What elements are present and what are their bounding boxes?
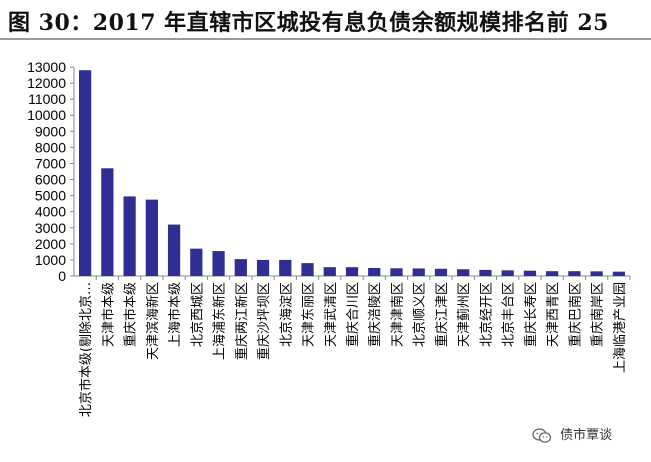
y-tick-label: 1000 (35, 252, 66, 268)
x-tick-label: 北京市本级(剔除北京… (78, 282, 94, 417)
bar (234, 259, 247, 276)
bar (279, 259, 292, 276)
x-tick-label: 北京经开区 (479, 282, 494, 347)
x-tick-label: 天津西青区 (546, 282, 561, 347)
bar (345, 267, 359, 276)
wechat-icon (532, 427, 552, 443)
y-tick-label: 8000 (35, 139, 66, 155)
x-labels-group: 北京市本级(剔除北京… 天津市本级 重庆市本级 天津滨海新区 上海市本级 北京西城区 上海浦… (78, 282, 628, 417)
bar-chart: 0100020003000400050006000700080009000100… (27, 59, 631, 417)
x-tick-label: 重庆合川区 (345, 282, 361, 347)
x-tick-label: 重庆沙坪坝区 (256, 282, 272, 360)
x-tick-label: 上海市本级 (167, 282, 183, 347)
x-tick-label: 重庆江津区 (434, 282, 450, 347)
bar (123, 196, 136, 276)
bar (301, 263, 314, 276)
bar (523, 270, 537, 276)
bar (212, 251, 225, 276)
watermark-text: 债市覃谈 (560, 428, 613, 443)
bar (256, 259, 270, 276)
chart-title: 图 30：2017 年直辖市区城投有息负债余额规模排名前 25 (8, 10, 609, 36)
bar (323, 267, 336, 276)
bar (167, 224, 181, 276)
x-tick-label: 重庆两江新区 (234, 282, 250, 360)
y-tick-label: 10000 (27, 107, 66, 123)
y-tick-label: 3000 (35, 220, 66, 236)
x-tick-label: 重庆市本级 (123, 282, 139, 347)
bar (101, 168, 114, 276)
bar (612, 271, 625, 276)
x-tick-label: 北京西城区 (190, 282, 205, 347)
x-tick-label: 北京海淀区 (279, 282, 294, 347)
x-tick-label: 上海浦东新区 (212, 282, 228, 360)
bar (457, 269, 470, 276)
bar (479, 269, 492, 276)
y-tick-label: 0 (58, 268, 66, 284)
x-tick-label: 天津蓟州区 (457, 282, 472, 347)
y-tick-label: 7000 (35, 155, 66, 171)
x-tick-label: 重庆长寿区 (523, 282, 539, 347)
bar (412, 268, 425, 276)
x-tick-label: 重庆巴南区 (567, 282, 583, 347)
x-tick-label: 重庆南岸区 (590, 282, 606, 347)
bars-group (79, 70, 631, 280)
bar (145, 199, 158, 276)
bar (546, 271, 559, 276)
x-tick-label: 北京丰台区 (502, 282, 517, 347)
y-tick-label: 2000 (35, 236, 66, 252)
bar (390, 268, 403, 276)
y-tick-label: 13000 (27, 59, 66, 75)
bar (190, 248, 203, 276)
y-tick-label: 5000 (35, 188, 66, 204)
y-tick-label: 6000 (35, 172, 66, 188)
title-bar: 图 30：2017 年直辖市区城投有息负债余额规模排名前 25 (0, 0, 651, 40)
y-tick-label: 9000 (35, 123, 66, 139)
y-tick-label: 12000 (27, 75, 66, 91)
x-tick-label: 北京顺义区 (413, 282, 428, 347)
x-tick-label: 天津东丽区 (302, 282, 317, 347)
bar (79, 70, 92, 276)
x-tick-label: 上海临港产业园 (613, 282, 628, 373)
x-tick-label: 天津津南区 (389, 282, 405, 347)
x-tick-label: 重庆涪陵区 (367, 282, 383, 347)
x-tick-label: 天津市本级 (100, 282, 116, 347)
x-tick-label: 天津武清区 (324, 282, 339, 347)
watermark: 债市覃谈 (532, 424, 612, 444)
y-axis: 0100020003000400050006000700080009000100… (27, 59, 630, 284)
bar (568, 271, 581, 276)
bar (434, 268, 448, 276)
y-tick-label: 4000 (35, 204, 66, 220)
bar (501, 270, 514, 276)
bar (368, 267, 381, 276)
x-tick-label: 天津滨海新区 (145, 282, 161, 360)
y-tick-label: 11000 (28, 91, 66, 107)
bar (590, 271, 603, 276)
